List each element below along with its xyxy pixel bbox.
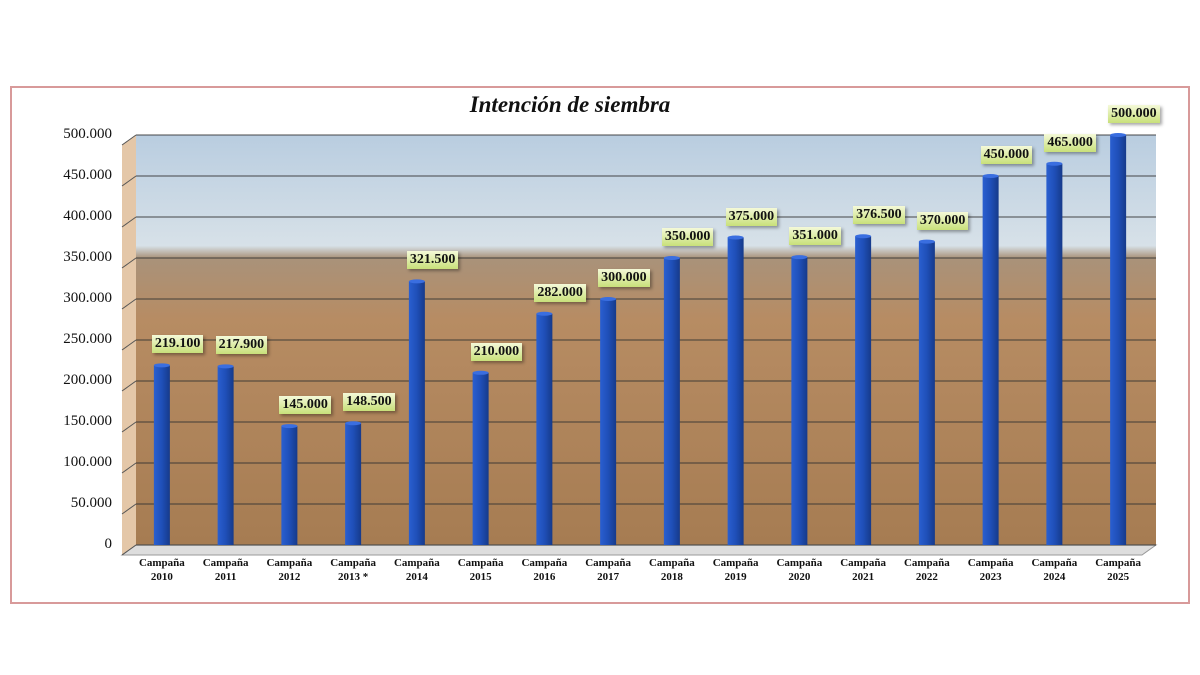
value-label: 376.500 bbox=[853, 206, 905, 225]
value-label: 321.500 bbox=[406, 251, 459, 270]
value-label: 282.000 bbox=[534, 283, 586, 302]
grid-line-side bbox=[121, 175, 137, 187]
x-tick-label: Campaña 2018 bbox=[648, 557, 695, 583]
grid-line-side bbox=[121, 134, 137, 146]
y-tick-label: 50.000 bbox=[70, 495, 112, 511]
value-label: 350.000 bbox=[661, 228, 714, 246]
chart-title: Intención de siembra bbox=[469, 92, 671, 117]
bar-top bbox=[727, 235, 744, 240]
x-tick-label: Campaña 2010 bbox=[138, 557, 185, 583]
bar bbox=[345, 423, 362, 545]
bar-top bbox=[982, 174, 999, 178]
floor bbox=[120, 544, 1158, 556]
y-tick-label: 0 bbox=[104, 536, 113, 552]
bar bbox=[472, 372, 489, 545]
grid-line-side bbox=[121, 380, 137, 392]
bar-top bbox=[791, 255, 808, 260]
y-tick-label: 100.000 bbox=[63, 454, 112, 470]
value-label: 351.000 bbox=[789, 227, 841, 246]
bar-top bbox=[1110, 133, 1127, 137]
grid-line-side bbox=[121, 298, 137, 310]
grid-line-side bbox=[121, 421, 137, 433]
x-tick-label: Campaña 2017 bbox=[585, 557, 632, 583]
grid-line-side bbox=[121, 503, 137, 515]
bar-top bbox=[918, 239, 935, 244]
y-tick-label: 200.000 bbox=[63, 372, 112, 388]
bar-top bbox=[663, 256, 680, 260]
bar bbox=[855, 236, 872, 545]
x-tick-label: Campaña 2019 bbox=[712, 557, 759, 583]
bar bbox=[918, 241, 935, 545]
bar bbox=[281, 426, 298, 545]
y-tick-label: 400.000 bbox=[63, 208, 112, 224]
bar-top bbox=[345, 421, 362, 426]
bar bbox=[791, 257, 808, 545]
bar-top bbox=[472, 370, 489, 375]
value-label: 219.100 bbox=[151, 335, 204, 354]
x-tick-label: Campaña 2022 bbox=[903, 557, 950, 583]
bar bbox=[663, 258, 680, 545]
y-tick-label: 250.000 bbox=[63, 331, 112, 347]
x-tick-label: Campaña 2020 bbox=[776, 557, 823, 583]
bar-top bbox=[281, 424, 298, 429]
value-label: 300.000 bbox=[598, 269, 650, 287]
y-tick-label: 350.000 bbox=[63, 249, 112, 265]
value-label: 375.000 bbox=[725, 207, 778, 226]
x-tick-label: Campaña 2011 bbox=[202, 557, 249, 583]
value-label: 450.000 bbox=[980, 146, 1033, 164]
bar-top bbox=[600, 297, 617, 301]
bar-top bbox=[855, 234, 872, 239]
x-tick-label: Campaña 2016 bbox=[521, 557, 568, 583]
x-tick-label: Campaña 2013 * bbox=[330, 557, 377, 583]
y-tick-label: 500.000 bbox=[63, 126, 112, 142]
value-label: 145.000 bbox=[279, 396, 331, 415]
value-label: 210.000 bbox=[470, 342, 523, 361]
bar-top bbox=[153, 363, 170, 368]
value-label: 370.000 bbox=[916, 211, 969, 230]
x-tick-label: Campaña 2025 bbox=[1095, 557, 1142, 583]
bar-top bbox=[1046, 161, 1063, 166]
value-label: 500.000 bbox=[1108, 105, 1160, 123]
grid-line-side bbox=[121, 216, 137, 228]
grid-line-side bbox=[121, 339, 137, 351]
bar-top bbox=[408, 279, 425, 284]
bar bbox=[408, 281, 425, 545]
x-tick-label: Campaña 2024 bbox=[1031, 557, 1078, 583]
value-label: 148.500 bbox=[343, 393, 395, 412]
value-label: 465.000 bbox=[1044, 133, 1096, 152]
y-tick-label: 150.000 bbox=[63, 413, 112, 429]
x-tick-label: Campaña 2023 bbox=[967, 557, 1014, 583]
grid-line-side bbox=[121, 257, 137, 269]
grid-line-side bbox=[121, 544, 137, 556]
bar bbox=[1046, 163, 1063, 545]
value-label: 217.900 bbox=[215, 336, 268, 355]
bar bbox=[217, 366, 234, 545]
y-tick-label: 450.000 bbox=[63, 167, 112, 183]
x-tick-label: Campaña 2021 bbox=[840, 557, 887, 583]
bar-top bbox=[536, 311, 553, 316]
bar bbox=[536, 313, 553, 545]
bar-top bbox=[217, 364, 234, 369]
x-tick-label: Campaña 2014 bbox=[393, 557, 440, 583]
bar bbox=[600, 299, 617, 545]
bar bbox=[153, 365, 170, 545]
bar bbox=[727, 237, 744, 545]
bar bbox=[1110, 135, 1127, 545]
grid-line-side bbox=[121, 462, 137, 474]
bar bbox=[982, 176, 999, 545]
x-tick-label: Campaña 2012 bbox=[266, 557, 313, 583]
x-tick-label: Campaña 2015 bbox=[457, 557, 504, 583]
y-tick-label: 300.000 bbox=[63, 290, 112, 306]
chart-border bbox=[10, 86, 1190, 604]
